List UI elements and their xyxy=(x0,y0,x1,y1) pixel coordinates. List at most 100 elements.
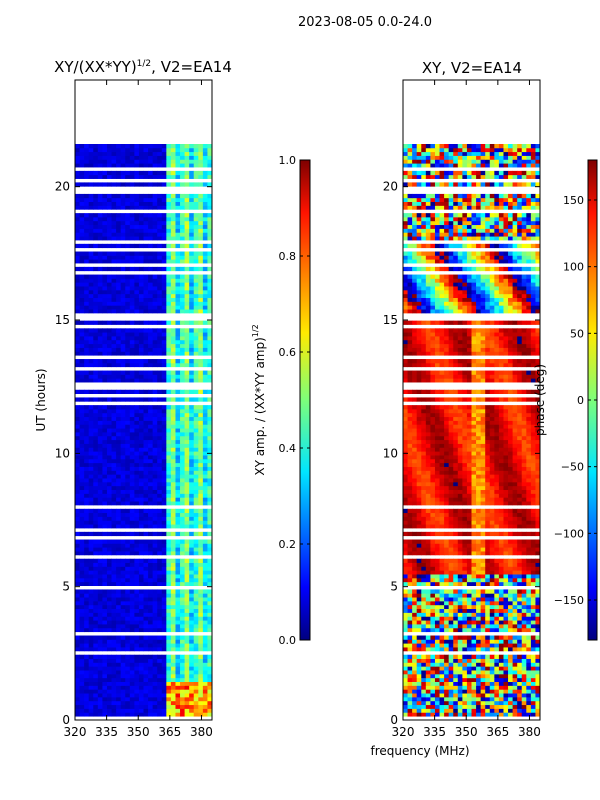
phase-cell xyxy=(503,627,509,633)
phase-cell xyxy=(403,574,408,579)
amplitude-cell xyxy=(198,543,204,548)
amplitude-cell xyxy=(93,328,99,333)
amplitude-cell xyxy=(111,220,117,226)
amplitude-cell xyxy=(207,374,213,379)
amplitude-cell xyxy=(116,439,122,444)
amplitude-cell xyxy=(97,347,103,352)
amplitude-cell xyxy=(161,343,167,348)
phase-cell xyxy=(508,608,513,613)
phase-cell xyxy=(407,712,413,717)
phase-cell xyxy=(526,558,532,563)
phase-cell xyxy=(530,708,536,713)
amplitude-cell xyxy=(111,205,117,210)
amplitude-cell xyxy=(97,616,103,621)
amplitude-cell xyxy=(175,370,181,375)
amplitude-cell xyxy=(161,336,167,341)
phase-cell xyxy=(517,681,523,686)
amplitude-cell xyxy=(79,193,85,199)
amplitude-cell xyxy=(202,508,208,514)
phase-cell xyxy=(535,647,541,652)
amplitude-cell xyxy=(193,328,199,333)
amplitude-cell xyxy=(184,170,190,176)
amplitude-cell xyxy=(138,627,144,633)
amplitude-cell xyxy=(129,297,135,302)
amplitude-cell xyxy=(129,593,135,598)
amplitude-cell xyxy=(152,182,158,187)
amplitude-cell xyxy=(102,485,108,490)
amplitude-cell xyxy=(152,351,158,356)
amplitude-cell xyxy=(116,416,122,421)
amplitude-cell xyxy=(143,485,149,490)
phase-cell xyxy=(434,593,440,598)
phase-cell xyxy=(466,593,472,598)
phase-cell xyxy=(416,677,422,682)
amplitude-cell xyxy=(184,328,190,333)
amplitude-cell xyxy=(93,693,99,698)
phase-cell xyxy=(412,677,418,682)
amplitude-cell xyxy=(106,389,112,394)
phase-cell xyxy=(412,624,418,629)
amplitude-cell xyxy=(93,278,99,283)
amplitude-cell xyxy=(175,374,181,379)
phase-cell xyxy=(503,681,509,686)
amplitude-cell xyxy=(207,520,213,525)
amplitude-cell xyxy=(111,266,117,272)
phase-cell xyxy=(498,566,504,571)
amplitude-cell xyxy=(111,658,117,663)
amplitude-cell xyxy=(189,512,195,517)
amplitude-cell xyxy=(97,420,103,425)
amplitude-cell xyxy=(193,485,199,490)
amplitude-cell xyxy=(116,654,122,659)
amplitude-cell xyxy=(102,424,108,429)
amplitude-cell xyxy=(143,343,149,348)
amplitude-cell xyxy=(180,689,185,694)
amplitude-cell xyxy=(170,147,176,153)
amplitude-cell xyxy=(75,220,80,226)
amplitude-cell xyxy=(189,255,195,260)
amplitude-cell xyxy=(184,220,190,226)
amplitude-cell xyxy=(202,416,208,421)
phase-cell xyxy=(480,639,486,644)
amplitude-cell xyxy=(120,255,126,260)
amplitude-cell xyxy=(198,558,204,563)
phase-cell xyxy=(434,551,440,556)
amplitude-cell xyxy=(125,320,131,325)
amplitude-cell xyxy=(198,654,204,659)
amplitude-cell xyxy=(79,397,85,402)
amplitude-cell xyxy=(175,405,181,410)
amplitude-cell xyxy=(189,447,195,452)
phase-cell xyxy=(448,712,454,717)
amplitude-cell xyxy=(193,224,199,229)
amplitude-cell xyxy=(189,216,195,222)
amplitude-cell xyxy=(207,274,213,279)
amplitude-cell xyxy=(161,347,167,352)
amplitude-cell xyxy=(175,689,181,694)
amplitude-cell xyxy=(93,639,99,644)
amplitude-cell xyxy=(207,689,213,694)
amplitude-cell xyxy=(202,170,208,176)
amplitude-cell xyxy=(79,647,85,652)
amplitude-cell xyxy=(152,593,158,598)
amplitude-cell xyxy=(120,489,126,494)
amplitude-cell xyxy=(134,408,140,414)
phase-cell xyxy=(535,620,541,625)
amplitude-cell xyxy=(175,297,181,302)
amplitude-cell xyxy=(116,677,122,682)
phase-cell xyxy=(416,570,422,575)
amplitude-cell xyxy=(166,570,172,575)
phase-cell xyxy=(498,551,504,556)
amplitude-cell xyxy=(161,508,167,514)
amplitude-cell xyxy=(207,600,213,606)
phase-cell xyxy=(503,654,509,659)
amplitude-cell xyxy=(193,286,199,291)
phase-cell xyxy=(430,685,436,690)
amplitude-cell xyxy=(84,600,90,606)
phase-cell xyxy=(444,570,450,575)
amplitude-cell xyxy=(134,627,140,633)
amplitude-cell xyxy=(88,201,94,206)
amplitude-cell xyxy=(134,574,140,579)
amplitude-cell xyxy=(189,320,195,325)
amplitude-cell xyxy=(180,274,185,279)
amplitude-cell xyxy=(193,243,199,249)
amplitude-cell xyxy=(175,259,181,264)
